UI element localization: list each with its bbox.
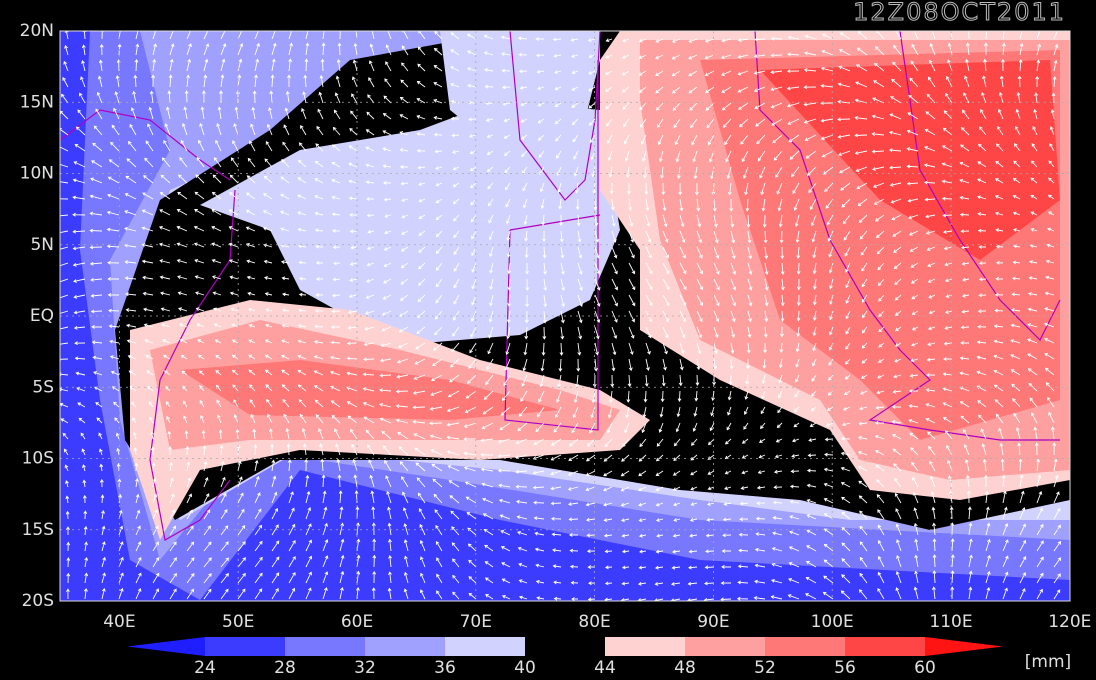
colorbar-segment	[525, 637, 605, 656]
lat-label: 10N	[20, 164, 54, 184]
axis-labels: 20N 15N 10N 5N EQ 5S 10S 15S 20S 40E 50E 60E 70E 80E 9…	[20, 21, 1092, 632]
lat-label: 20S	[22, 591, 54, 611]
coastline	[60, 109, 236, 541]
colorbar-segment	[605, 637, 685, 656]
colorbar-segment	[365, 637, 445, 656]
colorbar-unit: [mm]	[1025, 652, 1071, 672]
colorbar-segment	[205, 637, 285, 656]
lon-label: 100E	[811, 612, 854, 632]
colorbar-triangle	[127, 637, 205, 656]
lat-label: 10S	[22, 449, 54, 469]
colorbar-segment	[765, 637, 845, 656]
lon-label: 120E	[1048, 612, 1091, 632]
wind-vectors	[60, 31, 1062, 601]
lat-label: 5S	[32, 377, 54, 397]
colorbar-label: 44	[594, 658, 616, 678]
colorbar-label: 60	[914, 658, 936, 678]
lon-label: 40E	[103, 612, 135, 632]
grid	[60, 31, 1070, 601]
lat-label: 15N	[20, 92, 54, 112]
colorbar-segment	[285, 637, 365, 656]
lon-label: 70E	[460, 612, 492, 632]
colorbar-label: 32	[354, 658, 376, 678]
colorbar-triangle	[925, 637, 1003, 656]
colorbar-segment	[845, 637, 925, 656]
colorbar-label: 48	[674, 658, 696, 678]
colorbar-segment	[685, 637, 765, 656]
coastline	[504, 31, 601, 431]
field	[60, 31, 1070, 601]
colorbar-label: 36	[434, 658, 456, 678]
colorbar: 24 28 32 36 40 44 48 52 56 60	[127, 637, 1003, 678]
lon-label: 50E	[222, 612, 254, 632]
lon-label: 90E	[697, 612, 729, 632]
colorbar-label: 40	[514, 658, 536, 678]
colorbar-label: 56	[834, 658, 856, 678]
lon-label: 110E	[929, 612, 972, 632]
lat-label: EQ	[30, 306, 54, 326]
plot-frame	[59, 30, 1071, 602]
colorbar-label: 52	[754, 658, 776, 678]
title: 12Z08OCT2011	[853, 0, 1066, 26]
colorbar-label: 28	[274, 658, 296, 678]
lon-label: 80E	[578, 612, 610, 632]
lon-label: 60E	[341, 612, 373, 632]
colorbar-segment	[445, 637, 525, 656]
lat-label: 15S	[22, 520, 54, 540]
coastline	[754, 31, 1061, 441]
region	[760, 60, 1060, 260]
lat-label: 5N	[30, 235, 54, 255]
colorbar-label: 24	[194, 658, 216, 678]
wind-arrows	[60, 31, 1062, 601]
region	[200, 100, 620, 345]
lat-label: 20N	[20, 21, 54, 41]
